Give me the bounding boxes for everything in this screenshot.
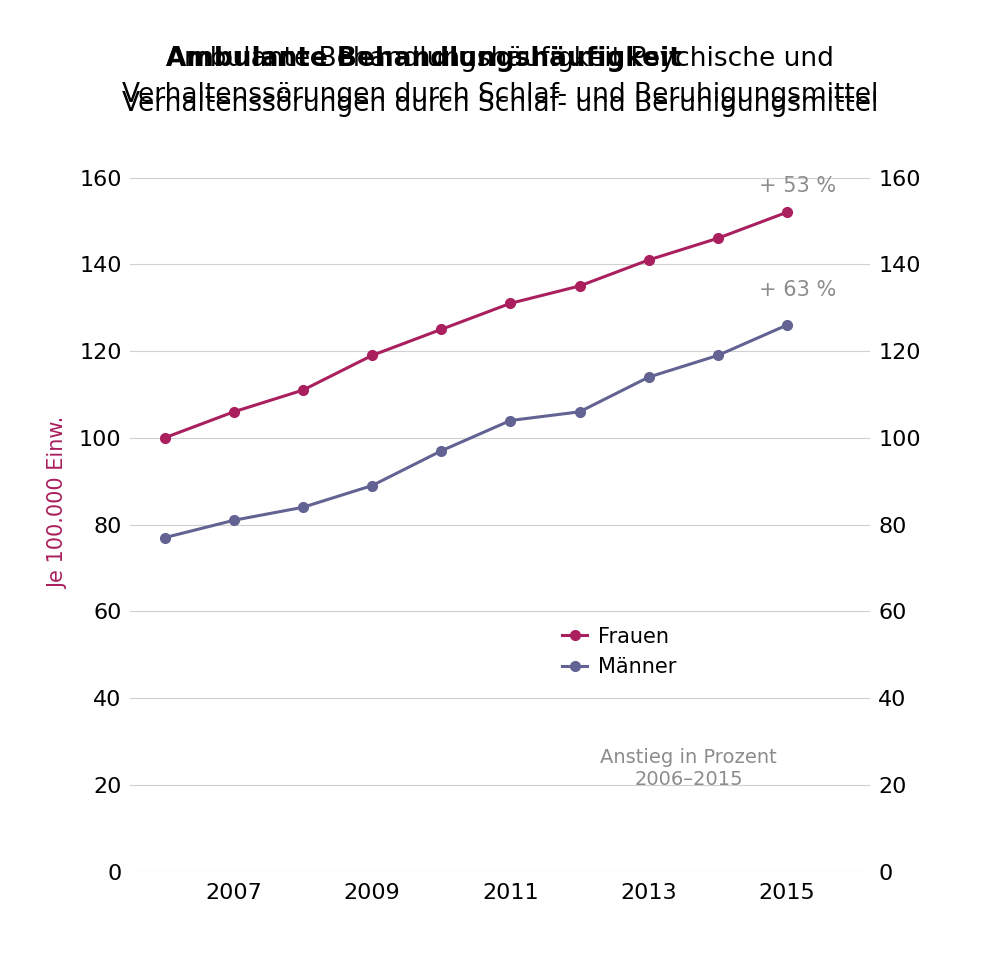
Text: Verhaltenssörungen durch Schlaf- und Beruhigungsmittel: Verhaltenssörungen durch Schlaf- und Ber… <box>122 91 878 117</box>
Legend: Frauen, Männer: Frauen, Männer <box>562 627 676 677</box>
Text: Ambulante Behandlungshäufigkeit Psychische und: Ambulante Behandlungshäufigkeit Psychisc… <box>166 46 834 72</box>
Text: + 53 %: + 53 % <box>759 176 836 196</box>
Text: Ambulante Behandlungshäufigkeit: Ambulante Behandlungshäufigkeit <box>166 46 682 72</box>
Text: Anstieg in Prozent
2006–2015: Anstieg in Prozent 2006–2015 <box>600 748 777 789</box>
Y-axis label: Je 100.000 Einw.: Je 100.000 Einw. <box>48 417 68 589</box>
Text: Verhaltenssörungen durch Schlaf- und Beruhigungsmittel: Verhaltenssörungen durch Schlaf- und Ber… <box>122 82 878 108</box>
Text: + 63 %: + 63 % <box>759 281 837 300</box>
